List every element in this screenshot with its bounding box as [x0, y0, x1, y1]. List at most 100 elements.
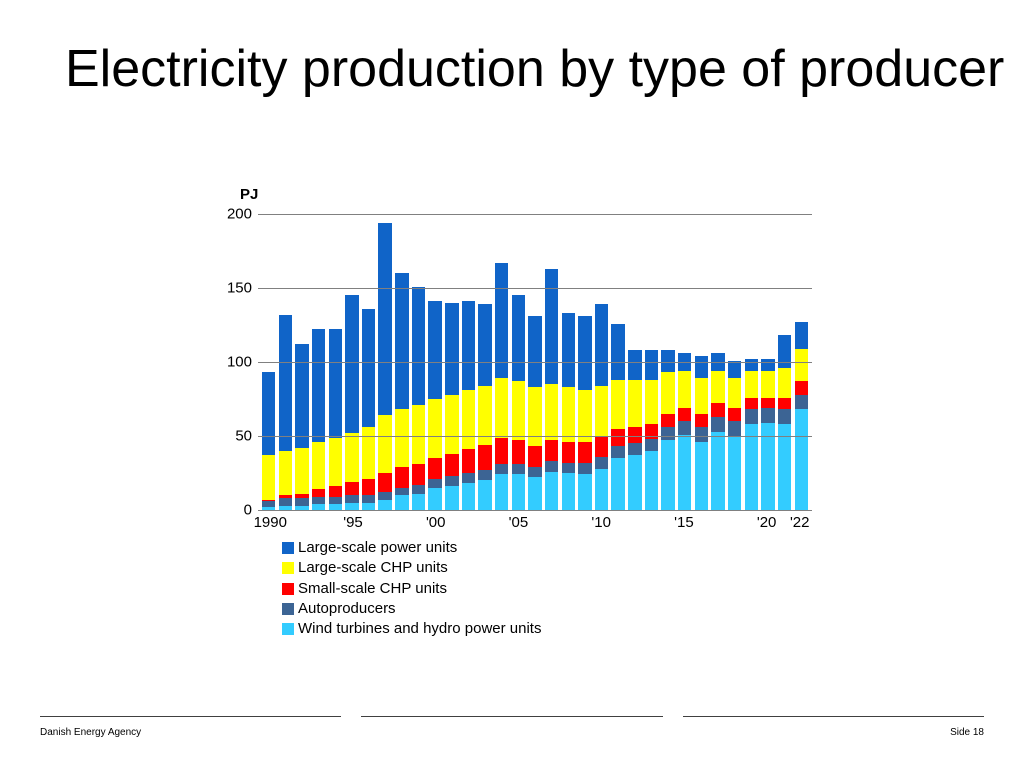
- segment-chp: [312, 442, 325, 489]
- segment-auto: [595, 457, 608, 469]
- segment-large: [595, 304, 608, 385]
- segment-chp: [512, 381, 525, 440]
- segment-small: [761, 398, 774, 408]
- slide-footer: Danish Energy Agency Side 18: [40, 716, 984, 738]
- segment-chp: [495, 378, 508, 437]
- segment-chp: [262, 455, 275, 499]
- segment-auto: [661, 427, 674, 440]
- segment-auto: [528, 467, 541, 477]
- bar-2003: [478, 304, 491, 510]
- segment-large: [395, 273, 408, 409]
- x-tick-label: '95: [343, 514, 363, 531]
- legend-label: Autoproducers: [298, 599, 396, 619]
- segment-wind: [645, 451, 658, 510]
- bar-2014: [661, 350, 674, 510]
- segment-wind: [578, 474, 591, 510]
- segment-small: [495, 438, 508, 465]
- bar-1992: [295, 344, 308, 510]
- x-tick-label: '10: [591, 514, 611, 531]
- bar-2005: [512, 295, 525, 510]
- bar-2022: [795, 322, 808, 510]
- segment-small: [728, 408, 741, 421]
- segment-wind: [778, 424, 791, 510]
- segment-auto: [695, 427, 708, 442]
- segment-auto: [611, 446, 624, 458]
- y-axis-unit-label: PJ: [240, 186, 258, 203]
- segment-small: [345, 482, 358, 495]
- segment-wind: [395, 495, 408, 510]
- segment-chp: [595, 386, 608, 436]
- segment-wind: [478, 480, 491, 510]
- bar-2004: [495, 263, 508, 510]
- y-tick-label: 100: [227, 354, 252, 371]
- segment-small: [678, 408, 691, 421]
- segment-auto: [329, 497, 342, 504]
- segment-wind: [495, 474, 508, 510]
- x-tick-label: '05: [509, 514, 529, 531]
- segment-auto: [295, 498, 308, 505]
- bar-2020: [761, 359, 774, 510]
- bar-2009: [578, 316, 591, 510]
- segment-large: [528, 316, 541, 387]
- bar-2016: [695, 356, 708, 510]
- segment-chp: [695, 378, 708, 414]
- segment-large: [695, 356, 708, 378]
- segment-small: [578, 442, 591, 463]
- legend-label: Small-scale CHP units: [298, 579, 447, 599]
- segment-auto: [495, 464, 508, 474]
- segment-wind: [562, 473, 575, 510]
- bar-2013: [645, 350, 658, 510]
- segment-large: [761, 359, 774, 371]
- segment-auto: [395, 488, 408, 495]
- bar-2006: [528, 316, 541, 510]
- segment-auto: [645, 439, 658, 451]
- segment-small: [445, 454, 458, 476]
- bar-1991: [279, 315, 292, 510]
- bar-1995: [345, 295, 358, 510]
- legend-label: Wind turbines and hydro power units: [298, 619, 541, 639]
- bar-2000: [428, 301, 441, 510]
- x-tick-label: 1990: [254, 514, 287, 531]
- segment-wind: [528, 477, 541, 510]
- x-tick-label: '22: [790, 514, 810, 531]
- segment-wind: [695, 442, 708, 510]
- legend-swatch: [282, 623, 294, 635]
- segment-chp: [395, 409, 408, 467]
- legend-swatch: [282, 542, 294, 554]
- segment-large: [312, 329, 325, 441]
- segment-wind: [512, 474, 525, 510]
- segment-wind: [428, 488, 441, 510]
- segment-small: [661, 414, 674, 427]
- legend-item-chp: Large-scale CHP units: [282, 558, 820, 578]
- bar-1990: [262, 372, 275, 510]
- segment-chp: [295, 448, 308, 494]
- segment-chp: [545, 384, 558, 440]
- legend-swatch: [282, 562, 294, 574]
- bar-1997: [378, 223, 391, 510]
- segment-auto: [745, 409, 758, 424]
- segment-wind: [745, 424, 758, 510]
- segment-large: [628, 350, 641, 380]
- segment-chp: [329, 438, 342, 487]
- segment-small: [362, 479, 375, 495]
- footer-left: Danish Energy Agency: [40, 727, 141, 738]
- segment-small: [329, 486, 342, 496]
- segment-chp: [711, 371, 724, 404]
- gridline: [258, 436, 812, 437]
- segment-large: [262, 372, 275, 455]
- segment-large: [495, 263, 508, 378]
- segment-chp: [728, 378, 741, 408]
- segment-wind: [711, 432, 724, 510]
- segment-auto: [462, 473, 475, 483]
- segment-chp: [578, 390, 591, 442]
- y-tick-label: 200: [227, 206, 252, 223]
- segment-small: [778, 398, 791, 410]
- segment-wind: [728, 436, 741, 510]
- plot-area: 050100150200: [258, 214, 812, 510]
- segment-auto: [345, 495, 358, 502]
- segment-wind: [412, 494, 425, 510]
- legend-item-large: Large-scale power units: [282, 538, 820, 558]
- legend-item-small: Small-scale CHP units: [282, 579, 820, 599]
- page-title: Electricity production by type of produc…: [65, 40, 1004, 98]
- segment-chp: [645, 380, 658, 424]
